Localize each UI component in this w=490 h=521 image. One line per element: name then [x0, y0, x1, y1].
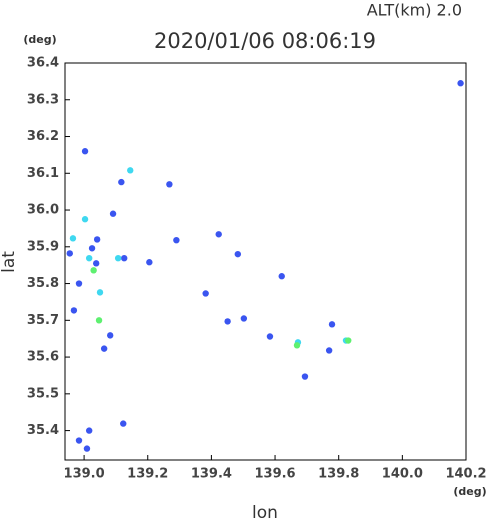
- echo-point: [96, 289, 104, 296]
- echo-point: [90, 267, 97, 274]
- echo-point: [202, 290, 209, 297]
- echo-point: [81, 148, 89, 155]
- x-unit: (deg): [453, 485, 486, 498]
- y-tick-label: 35.8: [27, 276, 59, 291]
- echo-point: [81, 216, 89, 223]
- x-tick-label: 139.4: [191, 467, 232, 482]
- altitude-label: ALT(km) 2.0: [367, 1, 462, 20]
- echo-point: [118, 178, 125, 186]
- echo-point: [240, 315, 248, 322]
- x-tick-label: 139.0: [64, 467, 105, 482]
- echo-point: [114, 254, 122, 262]
- echo-point: [109, 210, 117, 217]
- y-tick-label: 36.1: [27, 166, 59, 181]
- y-tick-label: 35.4: [27, 423, 59, 438]
- echo-point: [93, 236, 101, 243]
- echo-point: [75, 437, 83, 444]
- echo-point: [293, 342, 301, 349]
- x-tick-label: 140.2: [445, 467, 486, 482]
- y-tick-label: 35.6: [27, 350, 59, 365]
- echo-point: [66, 250, 73, 257]
- echo-point: [88, 245, 96, 252]
- echo-point: [85, 254, 93, 262]
- echo-point: [224, 318, 231, 325]
- echo-point: [120, 254, 128, 262]
- echo-point: [173, 236, 180, 244]
- echo-point: [85, 427, 93, 434]
- echo-point: [325, 347, 333, 354]
- echo-point: [457, 80, 464, 87]
- echo-point: [70, 307, 78, 314]
- x-axis-label: lon: [252, 503, 278, 521]
- echo-point: [127, 167, 134, 174]
- x-tick-label: 139.2: [127, 467, 168, 482]
- echo-point: [234, 250, 242, 258]
- echo-point: [146, 259, 153, 266]
- echo-point: [92, 260, 100, 267]
- y-tick-label: 36.4: [27, 56, 59, 71]
- plot-frame: [64, 62, 467, 461]
- echo-point: [278, 273, 285, 280]
- y-tick-label: 35.7: [27, 313, 59, 328]
- y-unit: (deg): [23, 33, 56, 46]
- echo-point: [120, 420, 127, 427]
- echo-point: [166, 181, 173, 188]
- echo-point: [95, 317, 103, 324]
- x-tick-label: 139.6: [254, 467, 295, 482]
- echo-point: [100, 345, 108, 352]
- y-tick-label: 35.5: [27, 386, 59, 401]
- echo-point: [215, 231, 222, 238]
- y-tick-label: 35.9: [27, 239, 59, 254]
- x-tick-label: 140.0: [382, 467, 423, 482]
- y-tick-label: 36.3: [27, 92, 59, 107]
- echo-point: [301, 373, 309, 380]
- echo-point: [69, 235, 77, 242]
- chart-title: 2020/01/06 08:06:19: [154, 29, 376, 53]
- echo-point: [345, 337, 352, 344]
- echo-point: [328, 321, 336, 328]
- x-tick-label: 139.8: [318, 467, 359, 482]
- y-tick-label: 36.2: [27, 129, 59, 144]
- y-tick-label: 36.0: [27, 203, 59, 218]
- echo-point: [106, 332, 114, 339]
- y-axis-label: lat: [0, 251, 19, 273]
- echo-point: [266, 333, 274, 340]
- echo-point: [83, 445, 91, 452]
- echo-point: [75, 280, 83, 287]
